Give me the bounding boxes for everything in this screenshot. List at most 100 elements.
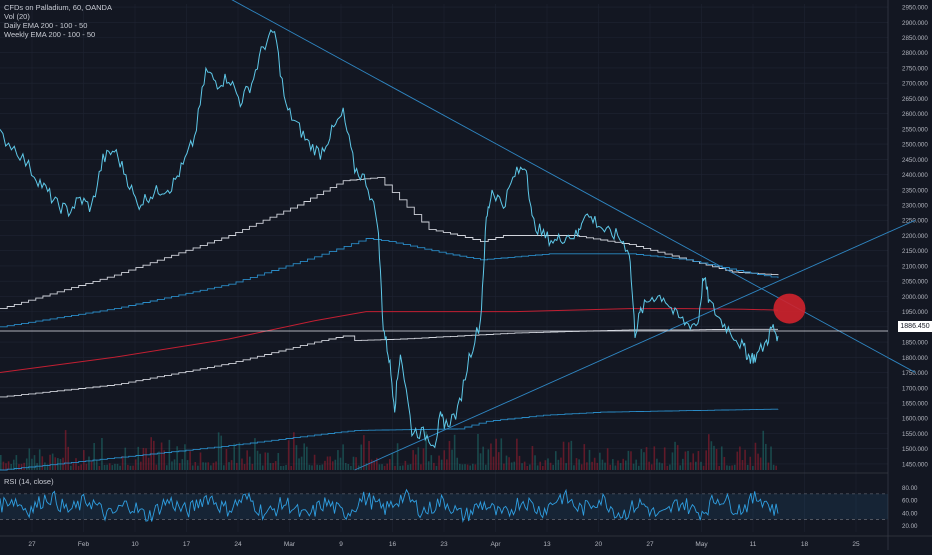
- x-tick-label: 27: [646, 541, 654, 548]
- volume-bar: [604, 462, 606, 470]
- volume-bar: [119, 465, 121, 470]
- volume-bar: [490, 443, 492, 470]
- y-tick-label: 2150.000: [902, 248, 928, 255]
- y-tick-label: 1500.000: [902, 446, 928, 453]
- trendline: [231, 0, 916, 373]
- volume-bar: [204, 462, 207, 470]
- x-tick-label: 11: [750, 541, 757, 548]
- volume-bar: [277, 453, 280, 470]
- volume-bar: [692, 453, 695, 470]
- volume-bar: [381, 464, 383, 470]
- volume-bar: [254, 438, 256, 470]
- volume-bar: [425, 431, 427, 470]
- volume-bar: [700, 461, 702, 470]
- volume-bar: [505, 455, 508, 470]
- volume-bar: [350, 465, 352, 470]
- volume-bar: [770, 446, 772, 470]
- volume-bar: [295, 445, 298, 470]
- volume-bar: [749, 456, 752, 470]
- volume-bar: [401, 465, 404, 470]
- volume-bar: [191, 465, 194, 470]
- volume-bar: [326, 456, 329, 470]
- volume-bar: [293, 432, 295, 470]
- volume-bar: [726, 465, 728, 470]
- volume-bar: [534, 455, 536, 470]
- volume-bar: [658, 462, 661, 470]
- volume-bar: [497, 452, 500, 470]
- volume-bar: [474, 464, 477, 470]
- volume-bar: [438, 455, 440, 470]
- y-tick-label: 2800.000: [902, 50, 928, 57]
- y-tick-label: 1450.000: [902, 461, 928, 468]
- volume-bar: [290, 465, 293, 470]
- volume-bar: [178, 463, 181, 470]
- volume-bar: [155, 464, 158, 470]
- volume-bar: [230, 460, 233, 470]
- volume-bar: [451, 449, 453, 470]
- volume-bar: [339, 457, 342, 470]
- volume-bar: [210, 465, 212, 470]
- volume-bar: [220, 435, 223, 470]
- volume-bar: [741, 460, 744, 470]
- y-tick-label: 2100.000: [902, 263, 928, 270]
- volume-bar: [521, 463, 523, 470]
- volume-bar: [586, 462, 588, 470]
- volume-bar: [20, 463, 23, 470]
- volume-bar: [23, 462, 25, 470]
- y-tick-label: 1750.000: [902, 370, 928, 377]
- volume-bar: [267, 452, 269, 470]
- volume-bar: [762, 430, 765, 470]
- volume-bar: [316, 464, 318, 470]
- volume-bar: [344, 462, 347, 470]
- volume-bar: [702, 465, 705, 470]
- volume-bar: [656, 458, 658, 470]
- rsi-line: [0, 488, 779, 523]
- volume-bar: [137, 446, 140, 470]
- volume-bar: [306, 446, 308, 470]
- y-tick-label: 2600.000: [902, 111, 928, 118]
- volume-bar: [739, 446, 741, 470]
- ema-white-lower-line: [0, 328, 778, 398]
- volume-bar: [51, 453, 54, 470]
- volume-bar: [70, 465, 72, 470]
- volume-bar: [508, 457, 510, 470]
- volume-bar: [560, 457, 562, 470]
- volume-bar: [765, 443, 767, 470]
- y-tick-label: 2850.000: [902, 35, 928, 42]
- volume-bar: [446, 459, 448, 470]
- volume-bar: [583, 444, 586, 470]
- volume-bar: [80, 464, 82, 470]
- volume-bar: [127, 464, 129, 470]
- volume-bar: [640, 449, 643, 470]
- x-tick-label: 25: [852, 541, 860, 548]
- x-tick-label: 20: [595, 541, 603, 548]
- rsi-y-tick-label: 60.00: [902, 498, 918, 505]
- y-tick-label: 1600.000: [902, 416, 928, 423]
- volume-bar: [101, 437, 103, 470]
- volume-bar: [466, 464, 469, 470]
- volume-bar: [679, 465, 682, 470]
- volume-bar: [7, 461, 10, 470]
- volume-bar: [510, 462, 513, 470]
- volume-bar: [495, 438, 497, 470]
- volume-bar: [389, 459, 391, 470]
- x-tick-label: 10: [131, 541, 139, 548]
- volume-bar: [713, 445, 715, 470]
- volume-bar: [235, 462, 238, 470]
- volume-bar: [617, 460, 619, 470]
- volume-bar: [663, 447, 666, 470]
- volume-bar: [132, 465, 134, 470]
- volume-bar: [674, 441, 676, 470]
- volume-bar: [272, 463, 274, 470]
- volume-bar: [140, 461, 142, 470]
- volume-bar: [173, 459, 176, 470]
- y-tick-label: 2450.000: [902, 157, 928, 164]
- volume-bar: [298, 458, 300, 470]
- volume-bar: [733, 464, 736, 470]
- rsi-y-tick-label: 20.00: [902, 523, 918, 530]
- x-tick-label: Apr: [490, 541, 501, 548]
- volume-bar: [142, 447, 145, 470]
- volume-bar: [588, 449, 591, 470]
